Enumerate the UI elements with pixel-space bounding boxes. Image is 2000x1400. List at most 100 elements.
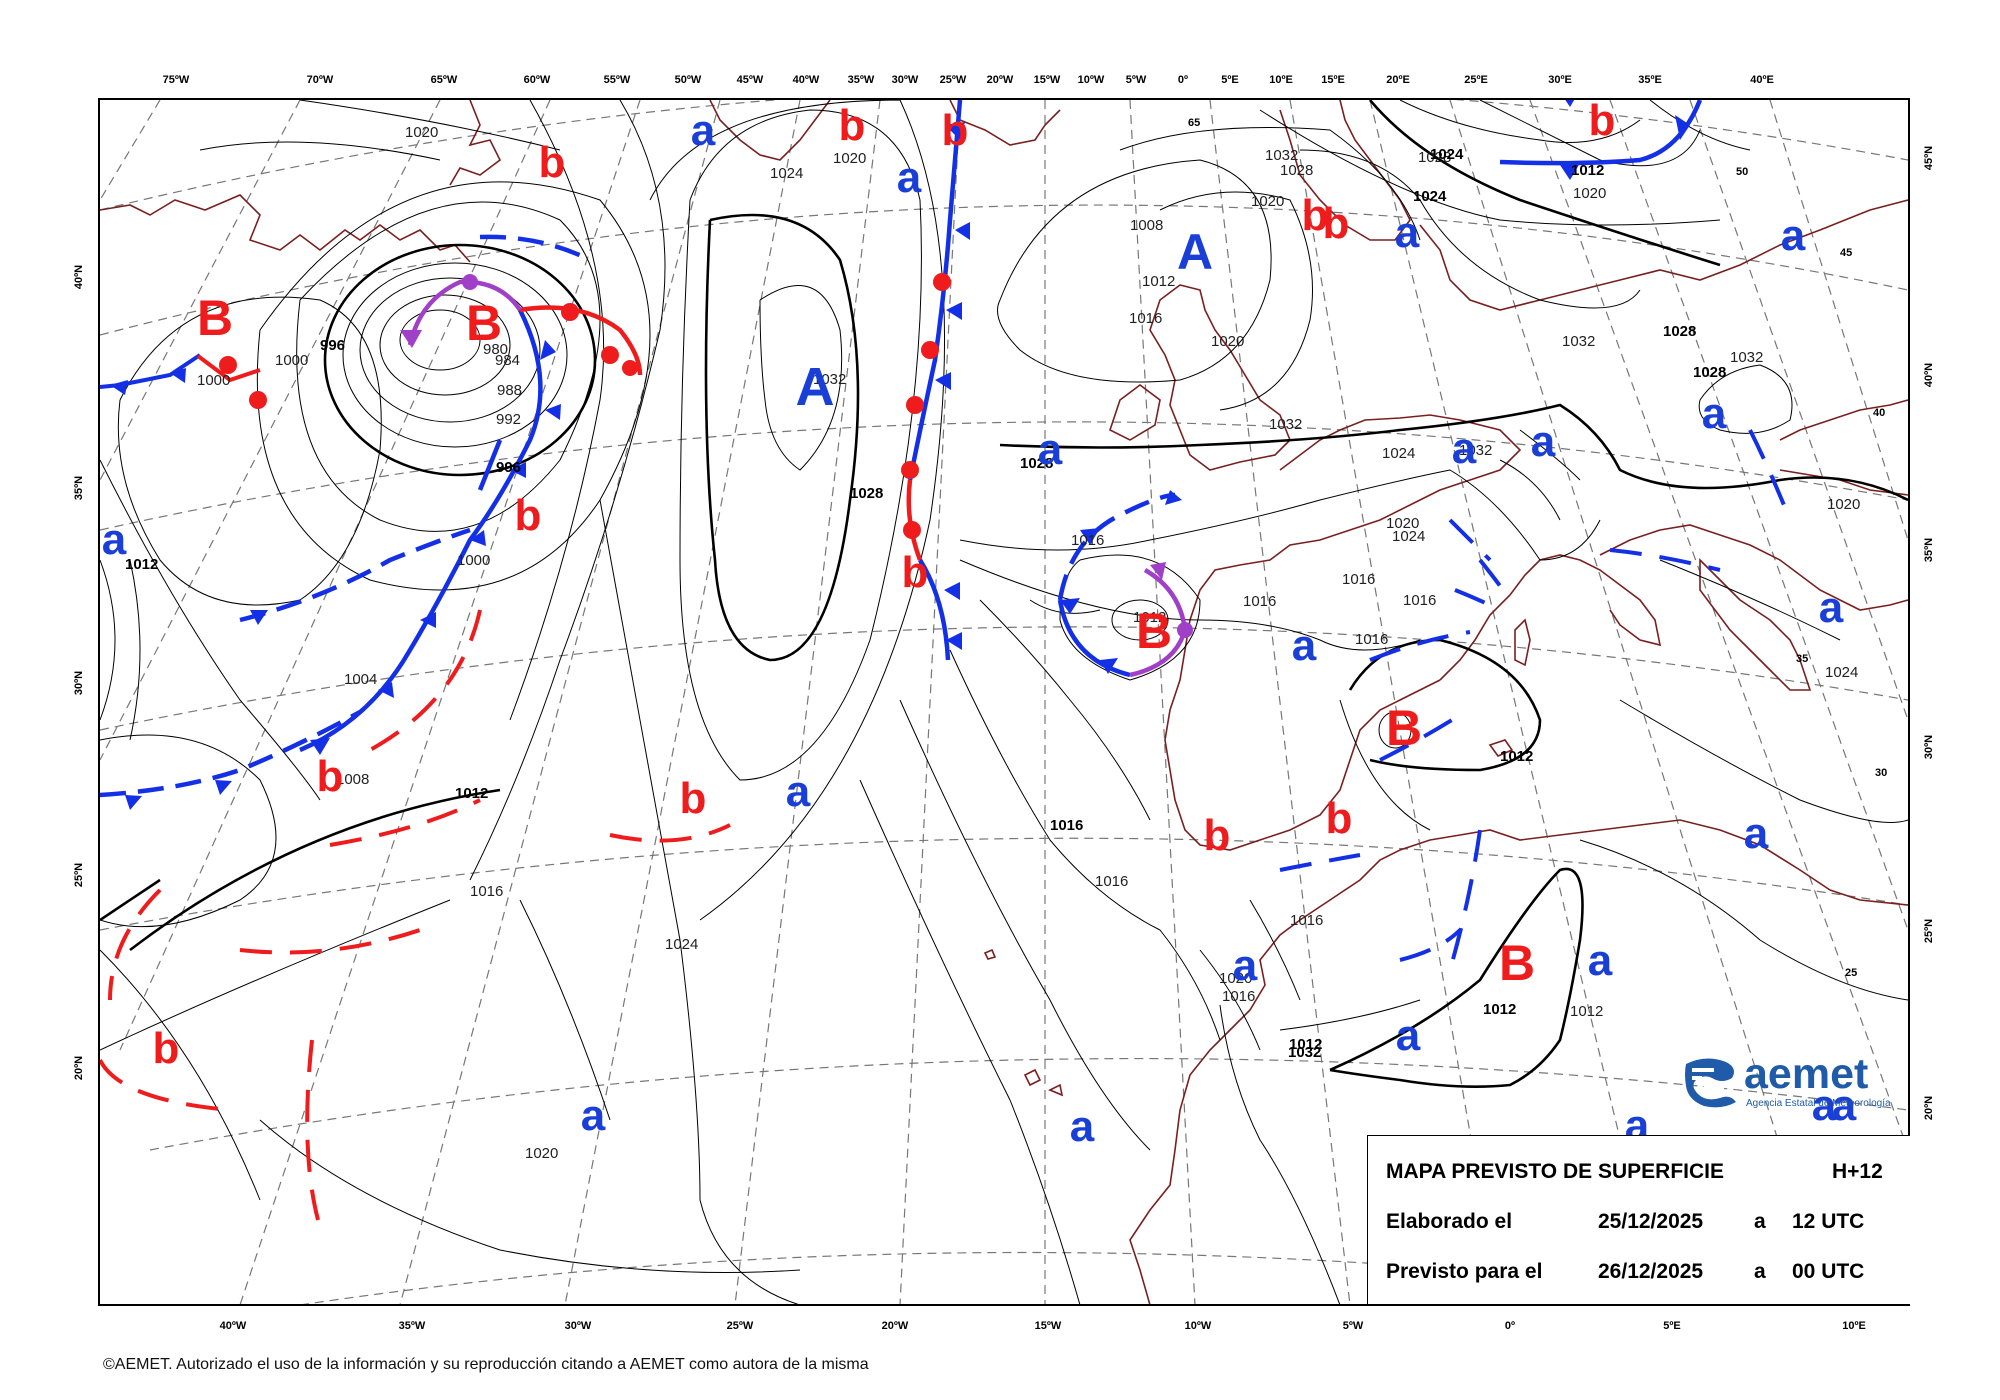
isobar-value-label: 1028 — [1020, 455, 1053, 472]
isobar-value-label: 1000 — [197, 372, 230, 389]
troughs — [100, 609, 731, 1221]
isobar-value-label: 1016 — [1129, 310, 1162, 327]
isobar-value-label: 1032 — [1269, 416, 1302, 433]
isobar-value-label: 996 — [320, 337, 345, 354]
top-longitude-label: 30ºE — [1548, 74, 1572, 86]
elaborated-date: 25/12/2025 — [1598, 1210, 1704, 1233]
aemet-logo-subtitle: Agencia Estatal de Meteorología — [1746, 1098, 1891, 1109]
high-pressure-minor: a — [1396, 1011, 1421, 1060]
top-longitude-label: 25ºW — [940, 74, 967, 86]
top-longitude-label: 45ºW — [737, 74, 764, 86]
top-longitude-label: 20ºW — [987, 74, 1014, 86]
lead-time: H+12 — [1832, 1160, 1883, 1183]
top-longitude-label: 5ºE — [1221, 74, 1238, 86]
top-longitude-label: 75ºW — [163, 74, 190, 86]
top-longitude-label: 10ºW — [1078, 74, 1105, 86]
top-longitude-label: 15ºW — [1034, 74, 1061, 86]
valid-date: 26/12/2025 — [1598, 1260, 1704, 1283]
low-pressure-center: B — [466, 295, 502, 351]
left-latitude-labels: 40ºN 35ºN 30ºN 25ºN 20ºN — [73, 265, 85, 1080]
isobar-value-label: 1032 — [1288, 1044, 1321, 1061]
top-longitude-label: 25ºE — [1464, 74, 1488, 86]
high-pressure-minor: a — [1702, 389, 1727, 438]
inner-latitude-label: 65 — [1188, 117, 1200, 129]
bottom-longitude-label: 30ºW — [565, 1320, 592, 1332]
top-longitude-label: 5ºW — [1126, 74, 1147, 86]
isobar-value-label: 1028 — [1418, 149, 1451, 166]
top-longitude-label: 20ºE — [1386, 74, 1410, 86]
low-pressure-minor: b — [680, 774, 707, 823]
isobar-value-label: 1012 — [1570, 1003, 1603, 1020]
coastlines — [100, 100, 1908, 1304]
high-pressure-minor: a — [102, 515, 127, 564]
high-pressure-minor: a — [1395, 208, 1420, 257]
low-pressure-minor: b — [317, 752, 344, 801]
low-pressure-minor: b — [539, 138, 566, 187]
bottom-longitude-label: 20ºW — [882, 1320, 909, 1332]
isobar-value-label: 1012 — [125, 556, 158, 573]
inner-latitude-label: 25 — [1845, 967, 1857, 979]
inner-latitude-label: 30 — [1875, 767, 1887, 779]
low-pressure-minor: b — [942, 106, 969, 155]
ridges — [1279, 429, 1792, 971]
top-longitude-label: 15ºE — [1321, 74, 1345, 86]
isobar-value-label: 1028 — [1280, 162, 1313, 179]
high-pressure-minor: a — [691, 106, 716, 155]
isobar-value-label: 1024 — [770, 165, 803, 182]
copyright-notice: ©AEMET. Autorizado el uso de la informac… — [103, 1356, 869, 1373]
low-pressure-minor: b — [1326, 794, 1353, 843]
low-pressure-minor: b — [515, 491, 542, 540]
isobar-value-label: 984 — [495, 352, 520, 369]
high-pressure-minor: a — [786, 767, 811, 816]
aemet-logo: aemet Agencia Estatal de Meteorología — [1682, 1050, 1910, 1114]
top-longitude-labels: 75ºW 70ºW 65ºW 60ºW 55ºW 50ºW 45ºW 40ºW 35ºW 30ºW… — [163, 74, 1774, 86]
map-frame — [98, 98, 1910, 1306]
right-latitude-labels: 45ºN 40ºN 35ºN 30ºN 25ºN 20ºN — [1923, 146, 1935, 1120]
high-pressure-center: A — [796, 357, 835, 417]
top-longitude-label: 35ºE — [1638, 74, 1662, 86]
isobar-value-label: 1020 — [1251, 193, 1284, 210]
isobar-value-label: 1024 — [1413, 188, 1447, 205]
map-title: MAPA PREVISTO DE SUPERFICIE — [1386, 1160, 1724, 1183]
isobar-value-label: 1032 — [813, 371, 846, 388]
isobar-value-label: 1020 — [1827, 496, 1860, 513]
isobar-value-label: 1020 — [833, 150, 866, 167]
isobar-value-label: 1020 — [1386, 515, 1419, 532]
high-pressure-minor: a — [1452, 424, 1477, 473]
isobar-value-label: 1024 — [1392, 528, 1425, 545]
isobar-value-label: 1012 — [1142, 273, 1175, 290]
low-pressure-center: B — [1499, 935, 1535, 991]
isobars — [100, 100, 1908, 1304]
isobar-value-label: 1024 — [1382, 445, 1415, 462]
isobar-value-label: 1016 — [1071, 532, 1104, 549]
bottom-longitude-label: 5ºE — [1663, 1320, 1680, 1332]
left-latitude-label: 20ºN — [73, 1056, 85, 1080]
isobar-value-label: 1020 — [525, 1145, 558, 1162]
isobar-value-label: 1000 — [457, 552, 490, 569]
isobar-value-label: 1016 — [1403, 592, 1436, 609]
isobar-value-label: 1032 — [1562, 333, 1595, 350]
valid-time: 00 UTC — [1792, 1260, 1865, 1283]
elaborated-at: a — [1754, 1210, 1766, 1233]
top-longitude-label: 35ºW — [848, 74, 875, 86]
aemet-logo-text: aemet — [1744, 1050, 1869, 1098]
low-pressure-minor: b — [1302, 191, 1329, 240]
isobar-value-label: 1020 — [1211, 333, 1244, 350]
low-pressure-minor: b — [839, 101, 866, 150]
valid-label: Previsto para el — [1386, 1260, 1543, 1283]
top-longitude-label: 50ºW — [675, 74, 702, 86]
inner-latitude-labels: 65 50 45 40 35 30 25 — [1188, 117, 1887, 979]
isobar-value-label: 992 — [496, 411, 521, 428]
isobar-value-label: 1016 — [1290, 912, 1323, 929]
isobar-value-label: 1012 — [1289, 1036, 1322, 1053]
high-pressure-center: A — [1177, 224, 1213, 280]
high-pressure-minor: a — [1233, 941, 1258, 990]
isobar-value-label: 1008 — [336, 771, 369, 788]
right-latitude-label: 30ºN — [1923, 735, 1935, 759]
bottom-longitude-labels: 40ºW 35ºW 30ºW 25ºW 20ºW 15ºW 10ºW 5ºW 0º 5ºE 10ºE — [220, 1320, 1866, 1332]
isobar-value-label: 1004 — [344, 671, 377, 688]
isobar-value-label: 1020 — [405, 124, 438, 141]
isobar-value-label: 1016 — [470, 883, 503, 900]
isobar-value-label: 1020 — [1219, 970, 1252, 987]
right-latitude-label: 20ºN — [1923, 1096, 1935, 1120]
